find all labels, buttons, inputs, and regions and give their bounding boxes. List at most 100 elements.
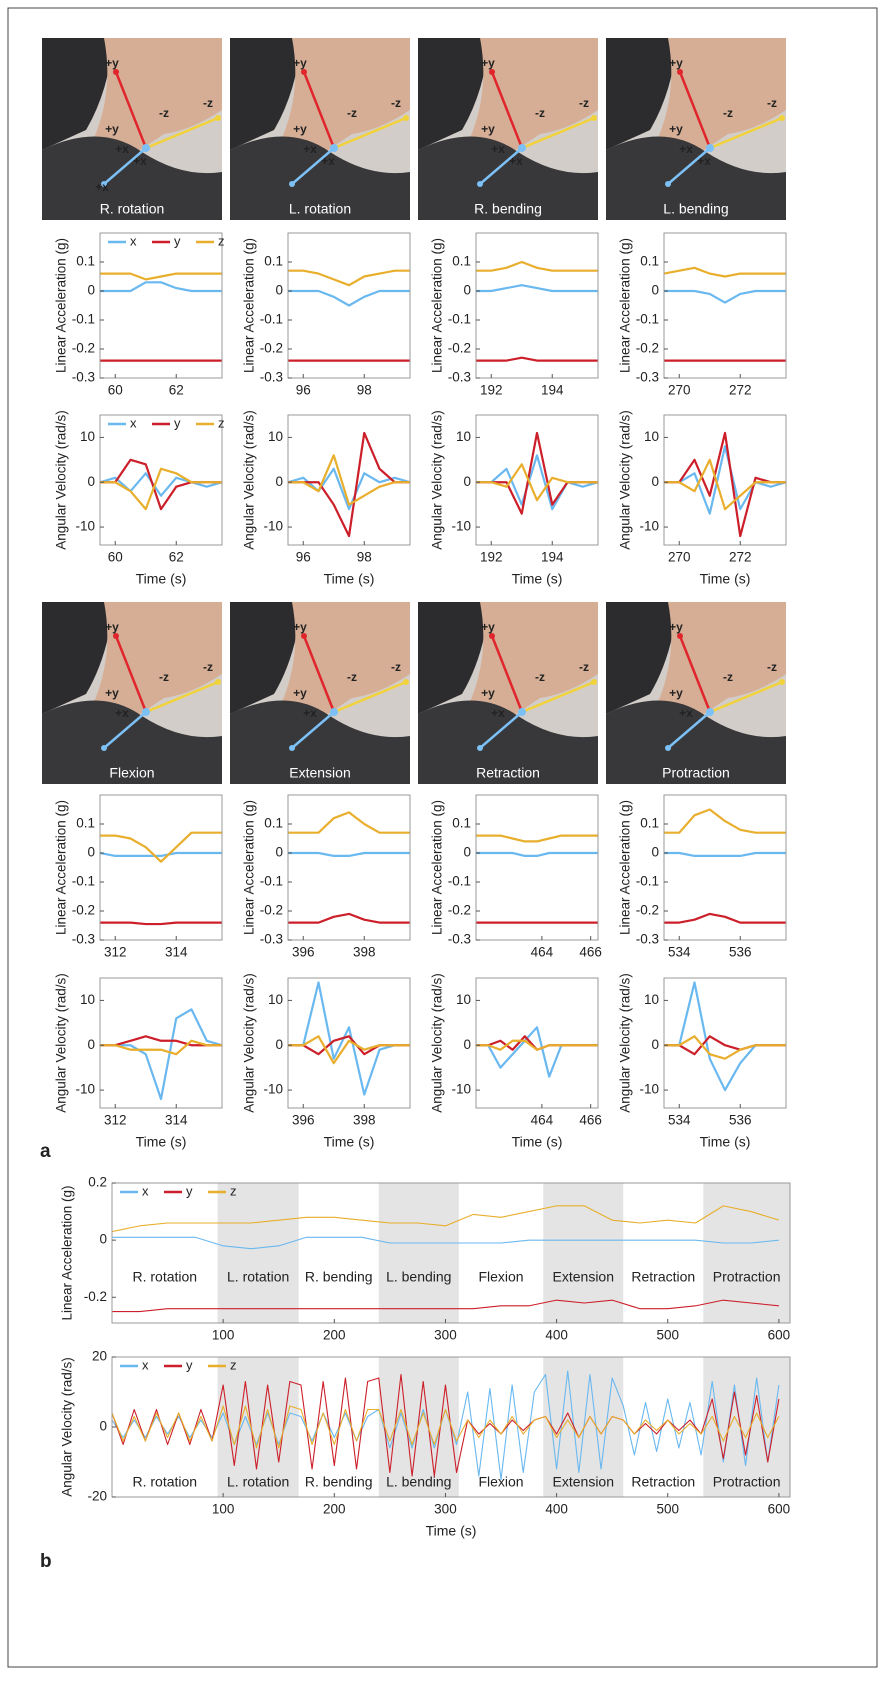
legend-label: z bbox=[218, 415, 225, 430]
axis-label: +y bbox=[669, 56, 683, 70]
x-tick-label: 500 bbox=[656, 1502, 679, 1517]
x-axis-label: Time (s) bbox=[512, 1134, 563, 1150]
axis-label: -z bbox=[579, 660, 589, 674]
sensor bbox=[518, 708, 526, 716]
axis-label: +x bbox=[303, 142, 317, 156]
axis-label: +y bbox=[293, 686, 307, 700]
y-tick-label: -10 bbox=[451, 519, 471, 534]
region-label: R. bending bbox=[305, 1474, 373, 1490]
axis-label: +x bbox=[679, 142, 693, 156]
y-tick-label: -0.2 bbox=[260, 903, 283, 918]
photo-label: Extension bbox=[289, 765, 350, 781]
region-label: Retraction bbox=[631, 1474, 695, 1490]
photo: +y+y-z-z+xExtension bbox=[230, 602, 410, 784]
axis-label: +x bbox=[491, 142, 505, 156]
region-label: Protraction bbox=[713, 1269, 781, 1285]
axis-label: +y bbox=[481, 122, 495, 136]
y-tick-label: -0.2 bbox=[636, 341, 659, 356]
y-tick-label: -0.3 bbox=[448, 370, 471, 385]
x-tick-label: 536 bbox=[729, 945, 752, 960]
plot-background bbox=[100, 978, 222, 1108]
y-tick-label: 0.1 bbox=[264, 254, 283, 269]
y-tick-label: -0.1 bbox=[260, 312, 283, 327]
plot-background bbox=[664, 233, 786, 378]
axis-label: +y bbox=[481, 620, 495, 634]
x-tick-label: 194 bbox=[541, 383, 564, 398]
axis-label: +y bbox=[105, 620, 119, 634]
legend-label: x bbox=[130, 233, 137, 248]
photo-label: Retraction bbox=[476, 765, 540, 781]
x-tick-label: 534 bbox=[668, 945, 691, 960]
x-tick-label: 312 bbox=[104, 945, 127, 960]
y-axis-label: Angular Velocity (rad/s) bbox=[430, 410, 445, 550]
x-tick-label: 270 bbox=[668, 383, 691, 398]
sensor bbox=[330, 708, 338, 716]
y-axis-label: Linear Acceleration (g) bbox=[54, 238, 69, 373]
y-tick-label: 10 bbox=[456, 992, 471, 1007]
y-tick-label: -10 bbox=[75, 519, 95, 534]
arrow-head bbox=[779, 679, 785, 685]
axis-label: +y bbox=[293, 122, 307, 136]
y-tick-label: 0 bbox=[275, 474, 283, 489]
x-tick-label: 300 bbox=[434, 1328, 457, 1343]
x-tick-label: 270 bbox=[668, 550, 691, 565]
y-axis-label: Linear Acceleration (g) bbox=[618, 238, 633, 373]
y-tick-label: -10 bbox=[263, 1082, 283, 1097]
photo: +y+y-z-z+xFlexion bbox=[42, 602, 222, 784]
y-tick-label: -0.1 bbox=[72, 874, 95, 889]
axis-label: +x bbox=[697, 154, 711, 168]
y-tick-label: 0.1 bbox=[452, 254, 471, 269]
axis-label: +x bbox=[115, 706, 129, 720]
region-label: R. rotation bbox=[132, 1269, 197, 1285]
x-tick-label: 464 bbox=[531, 1113, 554, 1128]
y-tick-label: -0.2 bbox=[260, 341, 283, 356]
x-tick-label: 466 bbox=[579, 1113, 602, 1128]
x-tick-label: 60 bbox=[108, 550, 123, 565]
legend-label: y bbox=[186, 1183, 193, 1198]
x-tick-label: 98 bbox=[357, 383, 372, 398]
x-tick-label: 96 bbox=[296, 550, 311, 565]
x-tick-label: 60 bbox=[108, 383, 123, 398]
y-axis-label: Linear Acceleration (g) bbox=[430, 238, 445, 373]
y-axis-label: Linear Acceleration (g) bbox=[242, 238, 257, 373]
legend-label: z bbox=[230, 1357, 237, 1372]
plot-background bbox=[476, 795, 598, 940]
arrow-head bbox=[591, 679, 597, 685]
y-tick-label: 0 bbox=[275, 283, 283, 298]
photo-label: L. rotation bbox=[289, 201, 351, 217]
y-tick-label: 10 bbox=[80, 429, 95, 444]
y-axis-label: Angular Velocity (rad/s) bbox=[618, 410, 633, 550]
axis-label: +x bbox=[133, 154, 147, 168]
legend-label: y bbox=[186, 1357, 193, 1372]
y-tick-label: 10 bbox=[644, 429, 659, 444]
region-label: Flexion bbox=[478, 1474, 523, 1490]
x-axis-label: Time (s) bbox=[324, 571, 375, 587]
x-tick-label: 62 bbox=[169, 550, 184, 565]
y-tick-label: -0.2 bbox=[448, 341, 471, 356]
photo: +y+y-z-z+x+x+xR. rotation bbox=[42, 38, 222, 220]
y-tick-label: 0 bbox=[651, 845, 659, 860]
axis-label: +x bbox=[303, 706, 317, 720]
axis-label: -z bbox=[535, 670, 545, 684]
axis-label: -z bbox=[347, 106, 357, 120]
arrow-head bbox=[289, 745, 295, 751]
sensor bbox=[142, 144, 150, 152]
x-tick-label: 534 bbox=[668, 1113, 691, 1128]
y-tick-label: 0 bbox=[651, 474, 659, 489]
axis-label: +x bbox=[115, 142, 129, 156]
y-tick-label: 0.2 bbox=[88, 1175, 107, 1190]
y-tick-label: 0.1 bbox=[640, 254, 659, 269]
y-tick-label: -10 bbox=[639, 1082, 659, 1097]
arrow-head bbox=[403, 115, 409, 121]
legend-label: y bbox=[174, 415, 181, 430]
sensor bbox=[142, 708, 150, 716]
x-tick-label: 272 bbox=[729, 383, 752, 398]
x-tick-label: 96 bbox=[296, 383, 311, 398]
x-tick-label: 398 bbox=[353, 1113, 376, 1128]
legend-label: x bbox=[142, 1357, 149, 1372]
region-shade bbox=[218, 1183, 299, 1323]
x-tick-label: 100 bbox=[212, 1502, 235, 1517]
y-tick-label: 0 bbox=[87, 283, 95, 298]
